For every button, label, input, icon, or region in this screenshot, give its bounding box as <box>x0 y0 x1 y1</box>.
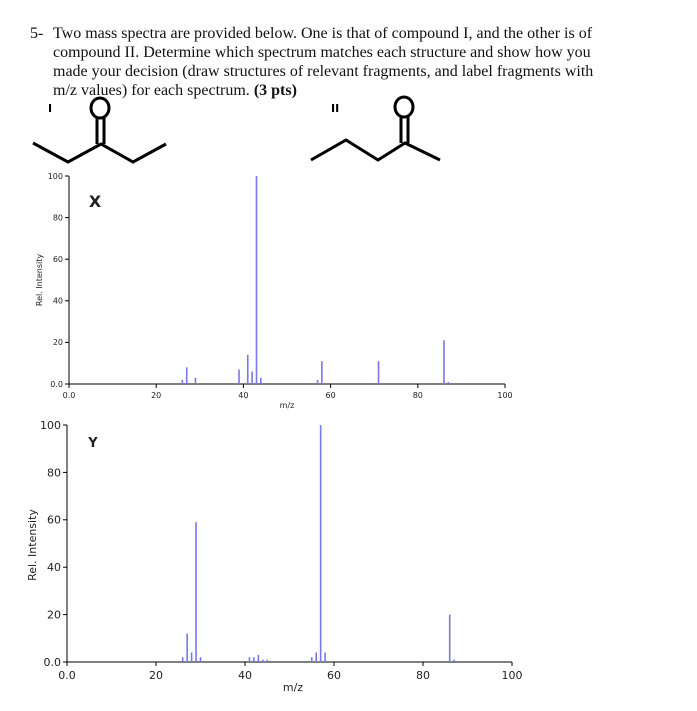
y-tick-label: 20 <box>53 338 63 347</box>
x-tick-label: 100 <box>497 391 512 400</box>
question-line: m/z values) for each spectrum. (3 pts) <box>53 82 297 99</box>
x-axis-label: m/z <box>280 401 295 410</box>
y-tick-label: 60 <box>53 255 63 264</box>
question-line-text: m/z values) for each spectrum. <box>53 82 250 99</box>
x-tick-label: 80 <box>416 669 430 682</box>
y-tick-label: 100 <box>40 419 61 432</box>
question-line: made your decision (draw structures of r… <box>53 63 593 80</box>
question-number: 5- <box>30 25 43 42</box>
x-tick-label: 60 <box>326 391 336 400</box>
points: (3 pts) <box>254 82 297 99</box>
y-tick-label: 40 <box>47 561 61 574</box>
y-tick-label: 20 <box>47 608 61 621</box>
spectrum-label: X <box>89 192 102 211</box>
x-tick-label: 80 <box>413 391 423 400</box>
y-tick-label: 0.0 <box>44 656 62 669</box>
x-axis-label: m/z <box>283 681 303 694</box>
x-tick-label: 20 <box>151 391 161 400</box>
y-tick-label: 80 <box>53 213 63 222</box>
x-tick-label: 60 <box>327 669 341 682</box>
y-tick-label: 40 <box>53 297 63 306</box>
x-tick-label: 0.0 <box>63 391 76 400</box>
y-tick-label: 80 <box>47 466 61 479</box>
x-tick-label: 100 <box>502 669 523 682</box>
y-axis-label: Rel. Intensity <box>26 509 39 581</box>
x-tick-label: 20 <box>149 669 163 682</box>
y-axis-label: Rel. Intensity <box>35 254 44 307</box>
structure-label: I <box>48 102 52 115</box>
x-tick-label: 0.0 <box>58 669 76 682</box>
structure-ii <box>310 95 441 162</box>
spectrum-label: Y <box>87 436 98 451</box>
question-line: compound II. Determine which spectrum ma… <box>53 44 591 61</box>
question-line: Two mass spectra are provided below. One… <box>53 25 593 42</box>
y-tick-label: 100 <box>48 172 63 181</box>
x-tick-label: 40 <box>238 669 252 682</box>
y-tick-label: 60 <box>47 514 61 527</box>
structure-i <box>32 96 167 164</box>
y-tick-label: 0.0 <box>50 380 63 389</box>
structure-label: II <box>331 102 339 115</box>
x-tick-label: 40 <box>238 391 248 400</box>
